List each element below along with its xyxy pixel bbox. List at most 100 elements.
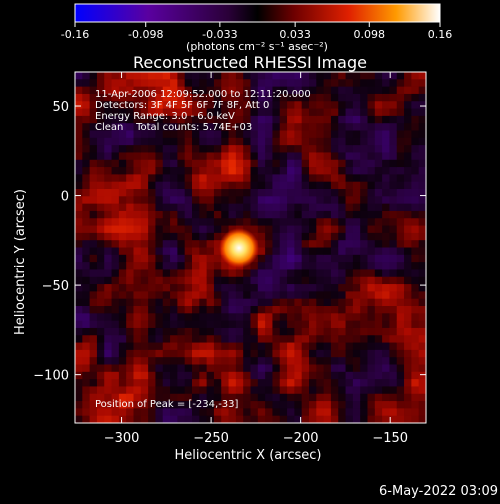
- heatmap-cell: [111, 371, 120, 380]
- heatmap-cell: [404, 167, 412, 175]
- heatmap-cell: [411, 386, 420, 395]
- heatmap-cell: [345, 349, 354, 358]
- heatmap-cell: [352, 349, 361, 358]
- heatmap-cell: [184, 93, 193, 102]
- heatmap-cell: [184, 415, 193, 423]
- heatmap-cell: [287, 210, 295, 219]
- heatmap-cell: [126, 159, 135, 168]
- heatmap-cell: [170, 401, 178, 409]
- heatmap-cell: [162, 79, 171, 88]
- heatmap-cell: [301, 108, 310, 117]
- heatmap-cell: [140, 93, 149, 102]
- heatmap-cell: [257, 364, 266, 373]
- heatmap-cell: [330, 364, 339, 373]
- heatmap-cell: [111, 393, 120, 402]
- heatmap-cell: [133, 298, 142, 307]
- heatmap-cell: [162, 123, 171, 132]
- heatmap-cell: [89, 364, 98, 373]
- heatmap-cell: [104, 79, 113, 88]
- heatmap-cell: [75, 72, 83, 80]
- heatmap-cell: [228, 269, 237, 278]
- heatmap-cell: [162, 357, 171, 366]
- heatmap-cell: [126, 415, 135, 423]
- heatmap-cell: [279, 313, 288, 322]
- heatmap-cell: [235, 276, 244, 285]
- heatmap-cell: [170, 335, 178, 344]
- heatmap-cell: [287, 159, 295, 168]
- heatmap-cell: [250, 203, 259, 212]
- plot-area: −300 −250 −200 −150 500−50−100: [33, 71, 427, 446]
- heatmap-cell: [177, 159, 186, 168]
- heatmap-cell: [352, 313, 361, 322]
- heatmap-cell: [418, 408, 426, 417]
- heatmap-cell: [118, 408, 127, 417]
- heatmap-cell: [382, 313, 391, 322]
- heatmap-cell: [301, 262, 310, 271]
- heatmap-cell: [411, 415, 420, 423]
- heatmap-cell: [309, 262, 317, 271]
- heatmap-cell: [330, 145, 339, 154]
- heatmap-cell: [177, 196, 186, 205]
- heatmap-cell: [228, 379, 237, 388]
- heatmap-cell: [89, 152, 98, 161]
- colorbar-ticks: -0.16 -0.098 -0.033 0.033 0.098 0.16: [61, 22, 452, 41]
- heatmap-cell: [338, 298, 347, 307]
- heatmap-cell: [89, 159, 98, 168]
- heatmap-cell: [206, 123, 215, 132]
- heatmap-cell: [155, 254, 164, 263]
- heatmap-cell: [155, 159, 164, 168]
- heatmap-cell: [338, 371, 347, 380]
- heatmap-cell: [96, 327, 105, 336]
- heatmap-cell: [411, 335, 420, 344]
- heatmap-cell: [133, 306, 142, 314]
- heatmap-cell: [206, 218, 215, 227]
- heatmap-cell: [192, 72, 200, 80]
- heatmap-cell: [177, 298, 186, 307]
- heatmap-cell: [389, 101, 398, 110]
- heatmap-cell: [279, 167, 288, 175]
- heatmap-cell: [411, 210, 420, 219]
- heatmap-cell: [177, 262, 186, 271]
- heatmap-cell: [279, 291, 288, 300]
- heatmap-cell: [89, 123, 98, 132]
- heatmap-cell: [126, 342, 135, 351]
- heatmap-cell: [192, 342, 200, 351]
- heatmap-cell: [104, 401, 113, 409]
- heatmap-cell: [345, 210, 354, 219]
- heatmap-cell: [411, 174, 420, 183]
- heatmap-cell: [345, 108, 354, 117]
- heatmap-cell: [89, 167, 98, 175]
- heatmap-cell: [170, 371, 178, 380]
- heatmap-cell: [396, 371, 405, 380]
- heatmap-cell: [389, 130, 398, 139]
- heatmap-cell: [133, 240, 142, 249]
- heatmap-cell: [330, 240, 339, 249]
- heatmap-cell: [352, 401, 361, 409]
- heatmap-cell: [235, 371, 244, 380]
- heatmap-cell: [192, 327, 200, 336]
- heatmap-cell: [250, 210, 259, 219]
- heatmap-cell: [89, 130, 98, 139]
- heatmap-cell: [213, 254, 222, 263]
- heatmap-cell: [382, 379, 391, 388]
- heatmap-cell: [155, 137, 164, 146]
- heatmap-cell: [279, 284, 288, 292]
- heatmap-cell: [75, 86, 83, 95]
- heatmap-cell: [199, 364, 208, 373]
- heatmap-cell: [243, 349, 252, 358]
- heatmap-cell: [265, 145, 274, 154]
- heatmap-cell: [170, 393, 178, 402]
- heatmap-cell: [111, 167, 120, 175]
- heatmap-cell: [418, 181, 426, 190]
- heatmap-cell: [177, 379, 186, 388]
- heatmap-cell: [287, 240, 295, 249]
- heatmap-cell: [213, 152, 222, 161]
- heatmap-cell: [257, 349, 266, 358]
- heatmap-cell: [367, 262, 376, 271]
- heatmap-cell: [316, 276, 325, 285]
- heatmap-cell: [199, 393, 208, 402]
- heatmap-cell: [96, 72, 105, 80]
- heatmap-cell: [133, 93, 142, 102]
- heatmap-cell: [250, 167, 259, 175]
- heatmap-cell: [345, 327, 354, 336]
